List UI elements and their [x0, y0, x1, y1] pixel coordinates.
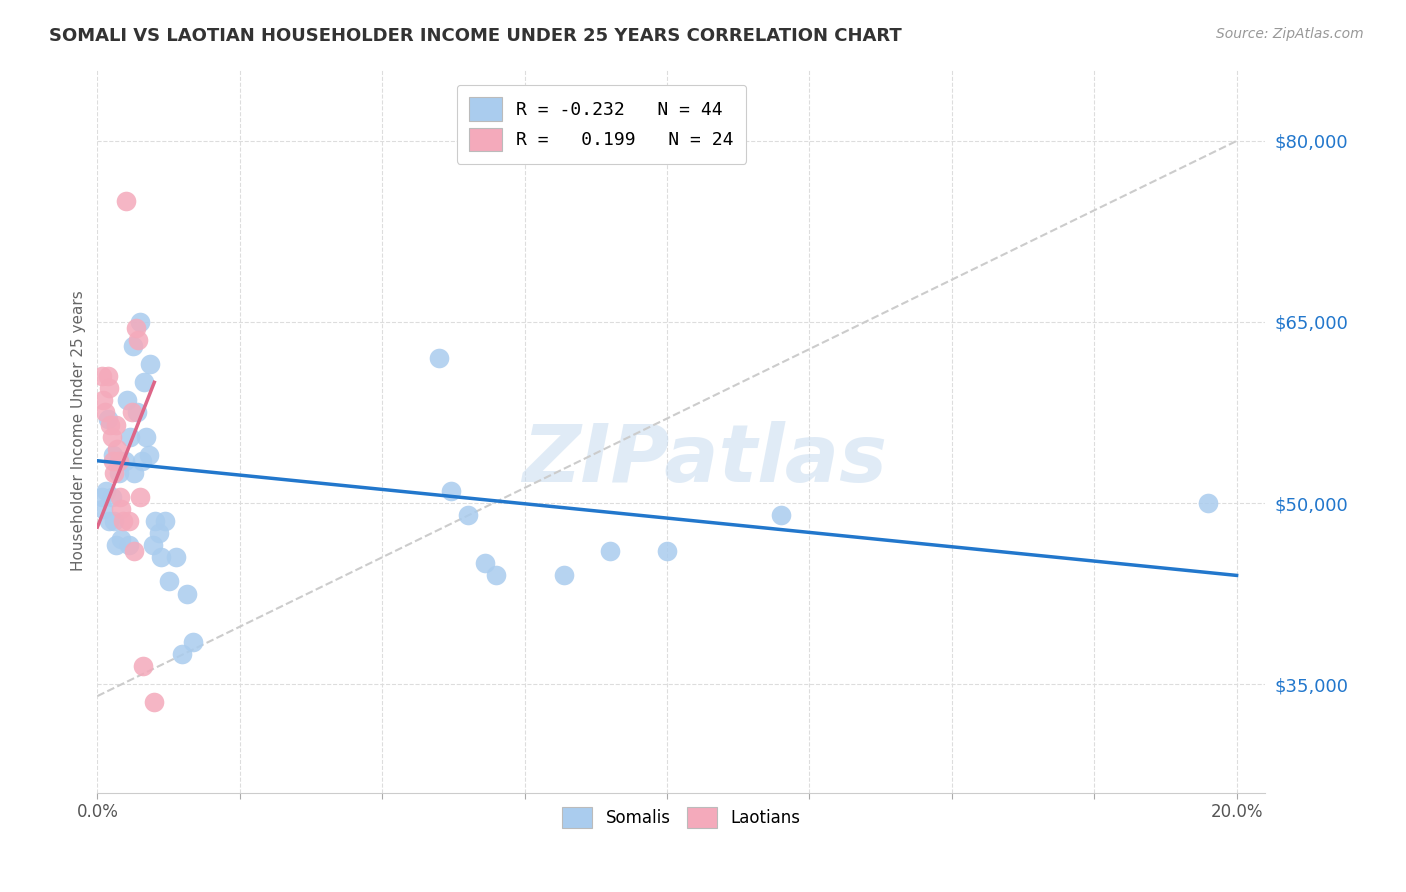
Point	[170, 647, 193, 661]
Point	[91, 393, 114, 408]
Point	[125, 321, 148, 335]
Point	[132, 376, 155, 390]
Point	[127, 405, 149, 419]
Point	[114, 454, 136, 468]
Point	[121, 339, 143, 353]
Point	[176, 586, 198, 600]
Point	[599, 544, 621, 558]
Text: SOMALI VS LAOTIAN HOUSEHOLDER INCOME UNDER 25 YEARS CORRELATION CHART: SOMALI VS LAOTIAN HOUSEHOLDER INCOME UND…	[49, 27, 903, 45]
Point	[132, 659, 155, 673]
Point	[439, 483, 461, 498]
Point	[135, 429, 157, 443]
Point	[427, 351, 450, 366]
Point	[90, 369, 112, 384]
Point	[553, 568, 575, 582]
Point	[127, 333, 149, 347]
Point	[110, 502, 132, 516]
Point	[103, 466, 125, 480]
Point	[100, 490, 122, 504]
Point	[91, 502, 114, 516]
Point	[103, 514, 125, 528]
Point	[139, 357, 162, 371]
Point	[94, 483, 117, 498]
Point	[115, 393, 138, 408]
Point	[97, 381, 120, 395]
Point	[655, 544, 678, 558]
Point	[474, 557, 496, 571]
Point	[98, 417, 121, 432]
Point	[108, 466, 131, 480]
Point	[165, 550, 187, 565]
Point	[150, 550, 173, 565]
Point	[97, 411, 120, 425]
Point	[103, 448, 125, 462]
Point	[103, 454, 125, 468]
Point	[124, 544, 146, 558]
Point	[104, 538, 127, 552]
Point	[100, 429, 122, 443]
Point	[153, 514, 176, 528]
Point	[108, 490, 131, 504]
Point	[94, 405, 117, 419]
Point	[120, 429, 142, 443]
Point	[121, 405, 143, 419]
Point	[111, 514, 134, 528]
Point	[485, 568, 508, 582]
Point	[105, 417, 128, 432]
Point	[769, 508, 792, 522]
Point	[1197, 496, 1219, 510]
Text: ZIPatlas: ZIPatlas	[522, 420, 887, 499]
Point	[105, 442, 128, 456]
Point	[157, 574, 180, 589]
Y-axis label: Householder Income Under 25 years: Householder Income Under 25 years	[72, 290, 86, 571]
Point	[108, 454, 131, 468]
Point	[129, 315, 152, 329]
Point	[138, 448, 160, 462]
Point	[181, 634, 204, 648]
Point	[114, 194, 136, 209]
Point	[131, 454, 153, 468]
Point	[97, 369, 120, 384]
Point	[124, 466, 146, 480]
Point	[143, 695, 166, 709]
Point	[110, 532, 132, 546]
Point	[97, 514, 120, 528]
Legend: Somalis, Laotians: Somalis, Laotians	[555, 800, 807, 835]
Point	[118, 538, 141, 552]
Point	[129, 490, 152, 504]
Text: Source: ZipAtlas.com: Source: ZipAtlas.com	[1216, 27, 1364, 41]
Point	[118, 514, 141, 528]
Point	[457, 508, 479, 522]
Point	[142, 538, 165, 552]
Point	[148, 526, 170, 541]
Point	[145, 514, 167, 528]
Point	[90, 490, 112, 504]
